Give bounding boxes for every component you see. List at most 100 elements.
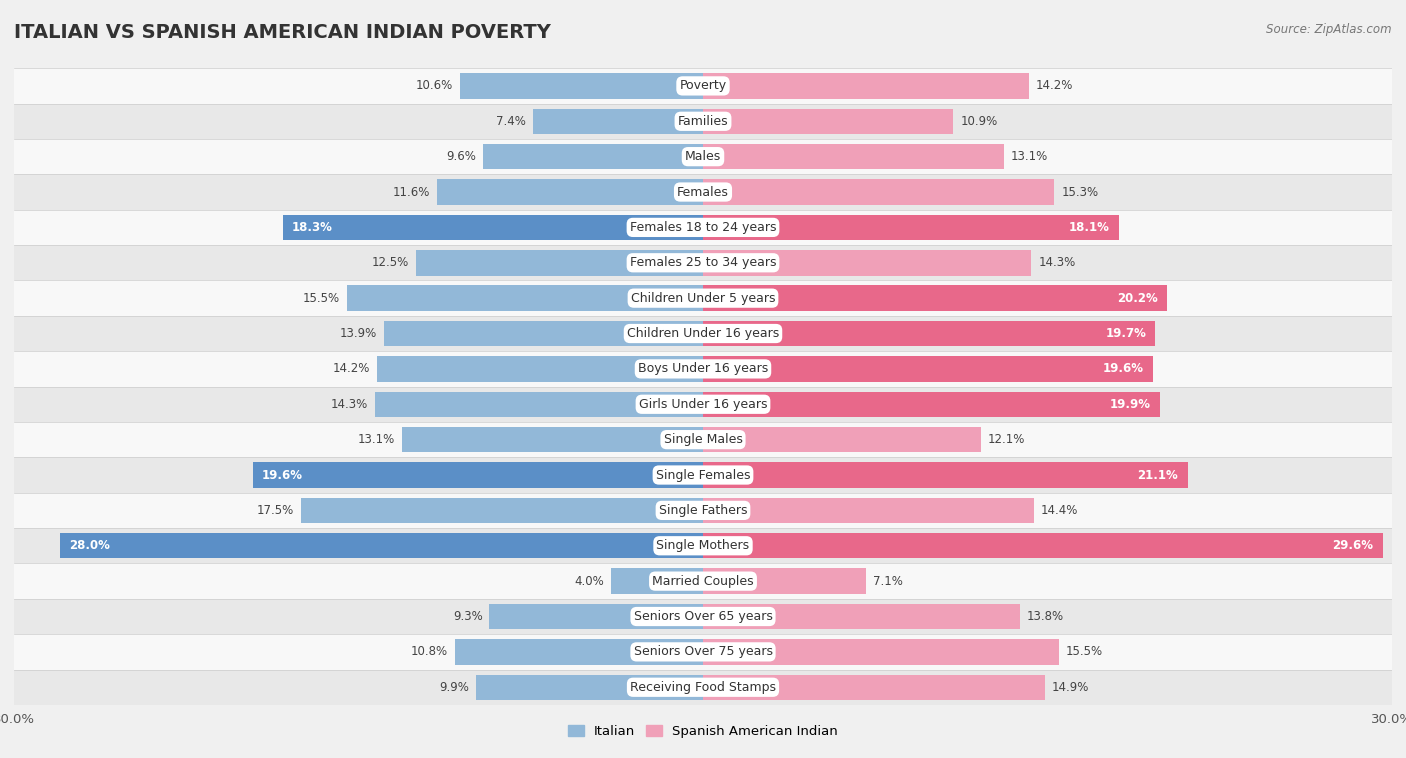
- Bar: [14, 68, 1392, 104]
- Bar: [612, 568, 703, 594]
- Text: 14.9%: 14.9%: [1052, 681, 1090, 694]
- Text: Children Under 16 years: Children Under 16 years: [627, 327, 779, 340]
- Text: 9.9%: 9.9%: [439, 681, 468, 694]
- Bar: [14, 210, 1392, 245]
- Bar: [347, 286, 703, 311]
- Bar: [703, 108, 953, 134]
- Text: 9.6%: 9.6%: [446, 150, 475, 163]
- Text: 13.9%: 13.9%: [340, 327, 377, 340]
- Text: Boys Under 16 years: Boys Under 16 years: [638, 362, 768, 375]
- Bar: [14, 528, 1392, 563]
- Bar: [703, 533, 1382, 559]
- Text: 20.2%: 20.2%: [1116, 292, 1157, 305]
- Text: 15.5%: 15.5%: [1066, 645, 1102, 659]
- Bar: [14, 493, 1392, 528]
- Bar: [301, 498, 703, 523]
- Text: Single Fathers: Single Fathers: [659, 504, 747, 517]
- Text: 12.5%: 12.5%: [371, 256, 409, 269]
- Bar: [14, 599, 1392, 634]
- Bar: [703, 180, 1054, 205]
- Text: 15.3%: 15.3%: [1062, 186, 1098, 199]
- Bar: [703, 356, 1153, 381]
- Text: Females: Females: [678, 186, 728, 199]
- Bar: [703, 392, 1160, 417]
- Text: 10.6%: 10.6%: [415, 80, 453, 92]
- Text: Females 25 to 34 years: Females 25 to 34 years: [630, 256, 776, 269]
- Bar: [402, 427, 703, 453]
- Text: 13.8%: 13.8%: [1026, 610, 1064, 623]
- Text: 14.4%: 14.4%: [1040, 504, 1078, 517]
- Bar: [374, 392, 703, 417]
- Text: 7.1%: 7.1%: [873, 575, 903, 587]
- Bar: [14, 139, 1392, 174]
- Text: 14.2%: 14.2%: [333, 362, 370, 375]
- Text: 19.9%: 19.9%: [1109, 398, 1152, 411]
- Text: 29.6%: 29.6%: [1333, 539, 1374, 553]
- Text: 19.6%: 19.6%: [1102, 362, 1144, 375]
- Text: 18.3%: 18.3%: [292, 221, 333, 234]
- Bar: [703, 215, 1119, 240]
- Bar: [14, 669, 1392, 705]
- Bar: [703, 675, 1045, 700]
- Bar: [14, 280, 1392, 316]
- Legend: Italian, Spanish American Indian: Italian, Spanish American Indian: [562, 719, 844, 743]
- Bar: [475, 675, 703, 700]
- Bar: [703, 250, 1032, 275]
- Bar: [14, 174, 1392, 210]
- Bar: [437, 180, 703, 205]
- Text: 21.1%: 21.1%: [1137, 468, 1178, 481]
- Text: 12.1%: 12.1%: [988, 433, 1025, 446]
- Bar: [456, 639, 703, 665]
- Bar: [253, 462, 703, 487]
- Text: Seniors Over 75 years: Seniors Over 75 years: [634, 645, 772, 659]
- Bar: [703, 498, 1033, 523]
- Text: 14.2%: 14.2%: [1036, 80, 1073, 92]
- Bar: [703, 144, 1004, 169]
- Text: 4.0%: 4.0%: [575, 575, 605, 587]
- Text: Married Couples: Married Couples: [652, 575, 754, 587]
- Text: 28.0%: 28.0%: [69, 539, 110, 553]
- Text: Families: Families: [678, 114, 728, 128]
- Text: 15.5%: 15.5%: [304, 292, 340, 305]
- Bar: [416, 250, 703, 275]
- Text: 19.6%: 19.6%: [262, 468, 304, 481]
- Text: Receiving Food Stamps: Receiving Food Stamps: [630, 681, 776, 694]
- Bar: [533, 108, 703, 134]
- Text: Source: ZipAtlas.com: Source: ZipAtlas.com: [1267, 23, 1392, 36]
- Bar: [703, 286, 1167, 311]
- Bar: [703, 639, 1059, 665]
- Text: 7.4%: 7.4%: [496, 114, 526, 128]
- Bar: [482, 144, 703, 169]
- Text: 13.1%: 13.1%: [359, 433, 395, 446]
- Text: 10.9%: 10.9%: [960, 114, 997, 128]
- Bar: [703, 74, 1029, 99]
- Text: Females 18 to 24 years: Females 18 to 24 years: [630, 221, 776, 234]
- Bar: [14, 422, 1392, 457]
- Text: 18.1%: 18.1%: [1069, 221, 1109, 234]
- Text: Single Males: Single Males: [664, 433, 742, 446]
- Bar: [283, 215, 703, 240]
- Bar: [14, 563, 1392, 599]
- Bar: [14, 104, 1392, 139]
- Text: Children Under 5 years: Children Under 5 years: [631, 292, 775, 305]
- Text: Poverty: Poverty: [679, 80, 727, 92]
- Text: 14.3%: 14.3%: [330, 398, 368, 411]
- Text: Single Mothers: Single Mothers: [657, 539, 749, 553]
- Bar: [14, 316, 1392, 351]
- Bar: [460, 74, 703, 99]
- Text: Single Females: Single Females: [655, 468, 751, 481]
- Bar: [703, 568, 866, 594]
- Bar: [384, 321, 703, 346]
- Bar: [14, 457, 1392, 493]
- Bar: [14, 387, 1392, 422]
- Bar: [703, 604, 1019, 629]
- Text: 13.1%: 13.1%: [1011, 150, 1047, 163]
- Bar: [703, 321, 1156, 346]
- Bar: [703, 462, 1188, 487]
- Text: 10.8%: 10.8%: [411, 645, 449, 659]
- Text: 11.6%: 11.6%: [392, 186, 430, 199]
- Text: ITALIAN VS SPANISH AMERICAN INDIAN POVERTY: ITALIAN VS SPANISH AMERICAN INDIAN POVER…: [14, 23, 551, 42]
- Bar: [703, 427, 981, 453]
- Text: Seniors Over 65 years: Seniors Over 65 years: [634, 610, 772, 623]
- Bar: [14, 245, 1392, 280]
